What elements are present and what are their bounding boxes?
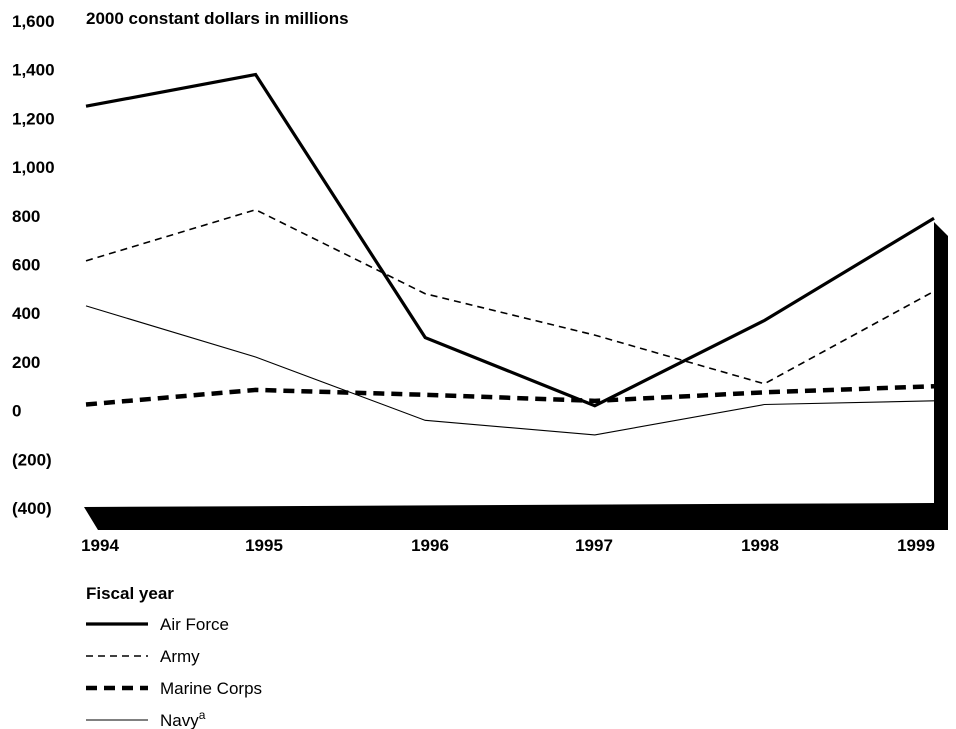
legend-label-army: Army	[160, 647, 200, 666]
y-tick-label: (400)	[12, 499, 52, 518]
y-axis-tick-labels: 1,600 1,400 1,200 1,000 800 600 400 200 0 (200) (4…	[12, 12, 55, 518]
y-tick-label: 0	[12, 402, 21, 421]
series-line-marine-corps	[85, 384, 935, 407]
y-tick-label: 1,000	[12, 158, 55, 177]
x-tick-label: 1996	[411, 536, 449, 555]
y-tick-label: 800	[12, 207, 40, 226]
legend-footnote-marker: a	[199, 708, 206, 722]
legend-label-marine-corps: Marine Corps	[160, 679, 262, 698]
series-line-army	[85, 208, 935, 385]
floor-base	[84, 503, 948, 530]
y-tick-label: 200	[12, 353, 40, 372]
series-lines	[85, 72, 935, 436]
y-tick-label: 1,600	[12, 12, 55, 31]
x-tick-label: 1998	[741, 536, 779, 555]
x-axis-label: Fiscal year	[86, 584, 174, 603]
y-tick-label: (200)	[12, 450, 52, 469]
legend: Fiscal year Air Force Army Marine Corps Nav…	[86, 584, 262, 729]
x-tick-label: 1995	[245, 536, 283, 555]
x-tick-label: 1994	[81, 536, 119, 555]
legend-label-air-force: Air Force	[160, 615, 229, 634]
x-tick-label: 1997	[575, 536, 613, 555]
x-axis-tick-labels: 1994 1995 1996 1997 1998 1999	[81, 536, 935, 555]
y-tick-label: 1,400	[12, 61, 55, 80]
legend-label-navy: Navya	[160, 708, 206, 729]
y-tick-label: 400	[12, 304, 40, 323]
right-side-panel	[934, 222, 948, 530]
series-line-navy	[85, 305, 935, 436]
y-tick-label: 1,200	[12, 109, 55, 128]
x-tick-label: 1999	[897, 536, 935, 555]
y-tick-label: 600	[12, 256, 40, 275]
chart-title: 2000 constant dollars in millions	[86, 9, 349, 28]
series-line-air-force	[85, 72, 935, 408]
